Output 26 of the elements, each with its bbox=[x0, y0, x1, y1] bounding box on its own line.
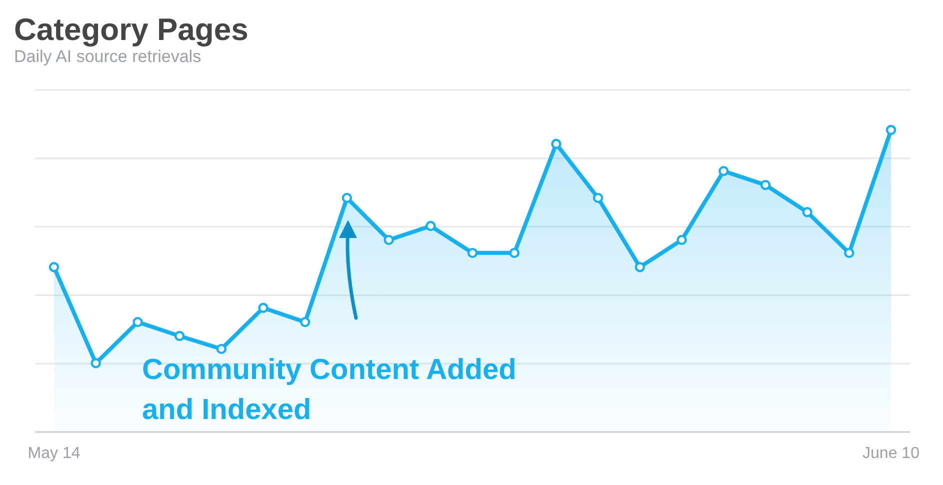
point bbox=[844, 248, 854, 258]
annotation: Community Content Added and Indexed bbox=[142, 354, 516, 426]
point bbox=[384, 234, 394, 246]
point bbox=[48, 262, 60, 272]
point bbox=[676, 234, 687, 246]
point bbox=[760, 180, 771, 190]
point bbox=[634, 262, 645, 272]
point bbox=[426, 220, 436, 232]
x-tick-label: June 10 bbox=[862, 445, 920, 462]
point bbox=[509, 248, 520, 258]
point bbox=[342, 192, 352, 204]
point bbox=[551, 138, 562, 149]
point bbox=[132, 316, 143, 328]
chart-title: Category Pages bbox=[14, 12, 248, 47]
point bbox=[802, 207, 812, 218]
point bbox=[592, 192, 604, 204]
point bbox=[90, 358, 101, 368]
point bbox=[467, 248, 478, 258]
point bbox=[718, 166, 729, 176]
point bbox=[216, 344, 226, 354]
point bbox=[258, 302, 268, 313]
point bbox=[174, 330, 185, 342]
chart-subtitle: Daily AI source retrievals bbox=[14, 47, 202, 66]
x-tick-label: May 14 bbox=[28, 445, 80, 462]
point bbox=[300, 316, 310, 328]
point bbox=[886, 124, 896, 136]
